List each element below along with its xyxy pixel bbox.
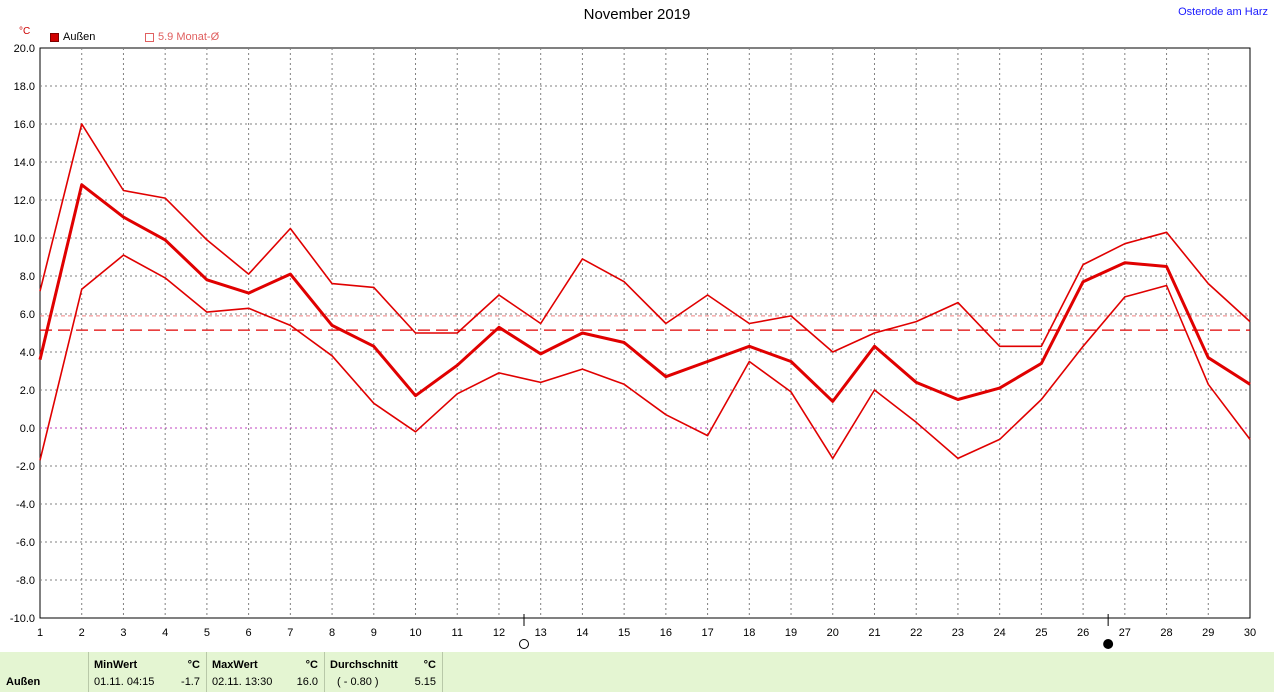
- y-tick-label: -2.0: [16, 461, 35, 473]
- x-tick-label: 26: [1077, 627, 1089, 639]
- y-tick-label: 12.0: [14, 195, 35, 207]
- y-tick-label: -4.0: [16, 499, 35, 511]
- new-moon-icon: [1103, 639, 1114, 649]
- x-tick-label: 9: [371, 627, 377, 639]
- x-tick-label: 19: [785, 627, 797, 639]
- chart-title: November 2019: [583, 6, 691, 23]
- y-axis-unit: °C: [19, 26, 31, 37]
- y-tick-label: 10.0: [14, 233, 35, 245]
- legend-label-main: Außen: [63, 31, 96, 43]
- footer-max-date: 02.11. 13:30: [212, 676, 273, 688]
- x-tick-label: 30: [1244, 627, 1256, 639]
- y-tick-label: 2.0: [20, 385, 35, 397]
- series-line-max: [39, 123, 1251, 353]
- plot-area: [39, 47, 1251, 619]
- y-tick-label: -8.0: [16, 575, 35, 587]
- x-tick-label: 14: [576, 627, 588, 639]
- legend-entry-average: 5.9 Monat-Ø: [145, 31, 219, 43]
- x-tick-label: 11: [452, 627, 463, 639]
- footer-avg-deviation: ( - 0.80 ): [337, 676, 379, 688]
- footer-max-unit: °C: [305, 659, 318, 671]
- footer-max-header: MaxWert: [212, 659, 258, 671]
- y-tick-label: 20.0: [14, 43, 35, 55]
- location-label: Osterode am Harz: [1178, 6, 1268, 18]
- footer-avg-header: Durchschnitt: [330, 659, 398, 671]
- x-tick-label: 20: [827, 627, 839, 639]
- x-tick-label: 2: [79, 627, 85, 639]
- statistics-footer: Außen MinWert °C 01.11. 04:15 -1.7 MaxWe…: [0, 652, 1274, 692]
- x-tick-label: 29: [1202, 627, 1214, 639]
- footer-avg-cell: Durchschnitt °C ( - 0.80 ) 5.15: [324, 652, 443, 692]
- footer-max-value: 16.0: [296, 676, 318, 688]
- x-tick-label: 5: [204, 627, 210, 639]
- y-tick-label: 0.0: [20, 423, 35, 435]
- footer-avg-value: 5.15: [414, 676, 436, 688]
- footer-min-header: MinWert: [94, 659, 138, 671]
- x-tick-label: 22: [910, 627, 922, 639]
- x-tick-label: 7: [287, 627, 293, 639]
- footer-max-cell: MaxWert °C 02.11. 13:30 16.0: [206, 652, 324, 692]
- x-tick-label: 27: [1119, 627, 1131, 639]
- x-tick-label: 21: [868, 627, 880, 639]
- x-tick-label: 8: [329, 627, 335, 639]
- series-line-min: [39, 254, 1251, 461]
- y-tick-label: 18.0: [14, 81, 35, 93]
- y-tick-label: 4.0: [20, 347, 35, 359]
- footer-row-label: Außen: [6, 676, 41, 688]
- x-tick-label: 28: [1160, 627, 1172, 639]
- x-tick-label: 15: [618, 627, 630, 639]
- x-tick-label: 17: [701, 627, 713, 639]
- x-tick-label: 16: [660, 627, 672, 639]
- x-tick-label: 18: [743, 627, 755, 639]
- y-tick-label: 6.0: [20, 309, 35, 321]
- x-tick-label: 13: [535, 627, 547, 639]
- x-tick-label: 10: [409, 627, 421, 639]
- y-tick-label: 8.0: [20, 271, 35, 283]
- footer-min-unit: °C: [187, 659, 200, 671]
- footer-min-cell: MinWert °C 01.11. 04:15 -1.7: [88, 652, 206, 692]
- y-tick-label: -10.0: [10, 613, 35, 625]
- x-tick-label: 25: [1035, 627, 1047, 639]
- series-line-avg: [38, 183, 1251, 403]
- legend-swatch-average: [145, 32, 154, 42]
- legend-entry-main: Außen: [50, 31, 95, 43]
- legend-swatch-main: [50, 32, 59, 42]
- x-tick-label: 1: [37, 627, 43, 639]
- x-tick-label: 23: [952, 627, 964, 639]
- x-tick-label: 6: [246, 627, 252, 639]
- footer-avg-unit: °C: [423, 659, 436, 671]
- y-tick-label: 16.0: [14, 119, 35, 131]
- x-tick-label: 4: [162, 627, 168, 639]
- x-tick-label: 12: [493, 627, 505, 639]
- y-tick-label: -6.0: [16, 537, 35, 549]
- y-tick-label: 14.0: [14, 157, 35, 169]
- x-tick-label: 3: [120, 627, 126, 639]
- full-moon-icon: [519, 639, 529, 649]
- x-tick-label: 24: [994, 627, 1006, 639]
- temperature-chart: 20.0 18.0 16.0 14.0 12.0 10.0 8.0 6.0 4.0 2.0 0.0 -…: [10, 43, 1256, 649]
- footer-min-value: -1.7: [181, 676, 200, 688]
- footer-min-date: 01.11. 04:15: [94, 676, 155, 688]
- legend-label-average: 5.9 Monat-Ø: [158, 31, 220, 43]
